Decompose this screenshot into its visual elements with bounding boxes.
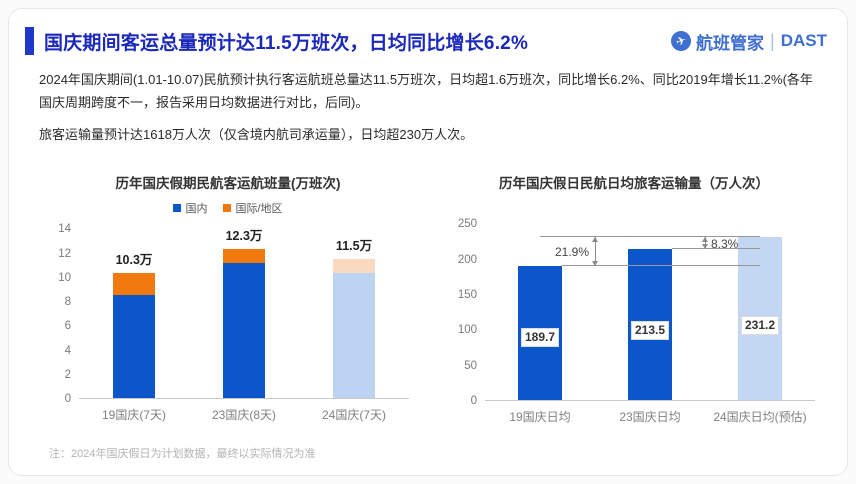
intro-paragraph-2: 旅客运输量预计达1618万人次（仅含境内航司承运量），日均超230万人次。	[39, 126, 474, 142]
bar-total-label: 11.5万	[335, 238, 373, 253]
arrow-down-icon	[592, 260, 598, 266]
y-axis-tick: 14	[58, 223, 71, 236]
bar: 12.3万	[223, 229, 265, 399]
chart-daily-passengers: 历年国庆假日民航日均旅客运输量（万人次） 0 50 100 150 200 250 189.…	[453, 172, 815, 425]
legend-item: 国际/地区	[223, 200, 283, 216]
slide-card: 国庆期间客运总量预计达11.5万班次，日均同比增长6.2% ✈ 航班管家 | D…	[8, 8, 848, 476]
x-axis-labels: 19国庆(7天) 23国庆(8天) 24国庆(7天)	[79, 406, 409, 423]
bar-value-label: 189.7	[520, 327, 560, 347]
y-axis-tick: 150	[457, 289, 477, 302]
bar-segment	[223, 263, 265, 399]
charts-section: 历年国庆假期民航客运航班量(万班次) 国内 国际/地区 0 2 4 6 8 10 12 14 10…	[25, 172, 831, 425]
brand-logo: ✈ 航班管家 | DAST	[668, 28, 827, 54]
y-axis-tick: 10	[58, 271, 71, 284]
arrow-up-icon	[702, 236, 708, 242]
page-title: 国庆期间客运总量预计达11.5万班次，日均同比增长6.2%	[44, 32, 529, 54]
x-axis-label: 23国庆(8天)	[211, 408, 276, 423]
plane-icon: ✈	[668, 28, 694, 54]
bar-slot: 10.3万	[79, 228, 189, 399]
legend-swatch-icon	[173, 204, 182, 213]
bar: 11.5万	[333, 239, 375, 399]
y-axis-tick: 50	[464, 359, 477, 372]
chart-title-left: 历年国庆假期民航客运航班量(万班次)	[115, 176, 341, 192]
bar-slot: 12.3万	[189, 228, 299, 399]
arrow-down-icon	[702, 244, 708, 250]
bar-segment	[333, 258, 375, 274]
legend-item: 国内	[173, 200, 207, 216]
annotation-label: 21.9%	[554, 245, 589, 260]
brand-suffix: DAST	[780, 31, 827, 50]
x-axis-labels: 19国庆日均 23国庆日均 24国庆日均(预估)	[485, 408, 815, 425]
bar-segment	[113, 295, 155, 399]
y-axis-tick: 8	[64, 296, 71, 309]
bar: 231.2	[738, 236, 782, 401]
bar: 10.3万	[113, 253, 155, 399]
y-axis-tick: 100	[457, 324, 477, 337]
chart-plot-right: 0 50 100 150 200 250 189.7 213.5 231.2 21.9% 8.3%	[453, 218, 815, 407]
annotation-top-line	[540, 235, 760, 237]
chart-spacer	[453, 192, 815, 223]
bar-slot: 189.7	[485, 223, 595, 401]
bar-total-label: 12.3万	[225, 228, 263, 243]
brand-name: 航班管家	[696, 33, 765, 53]
y-axis-tick: 0	[470, 395, 477, 408]
bar-total-label: 10.3万	[115, 253, 153, 268]
plot-area: 10.3万 12.3万 11.5万	[79, 228, 409, 400]
chart-legend: 国内 国际/地区	[47, 200, 409, 216]
x-axis-label: 24国庆日均(预估)	[713, 410, 807, 425]
y-axis-tick: 2	[64, 368, 71, 381]
bar-segment	[113, 273, 155, 296]
y-axis-tick: 0	[64, 393, 71, 406]
intro-section: 2024年国庆期间(1.01-10.07)民航预计执行客运航班总量达11.5万班…	[39, 69, 825, 146]
title-accent-bar	[25, 27, 34, 55]
footnote: 注：2024年国庆假日为计划数据，最终以实际情况为准	[49, 448, 316, 461]
bar-value-label: 231.2	[740, 315, 780, 335]
legend-label: 国内	[185, 203, 208, 216]
y-axis-tick: 4	[64, 344, 71, 357]
y-axis-tick: 250	[457, 218, 477, 231]
bar-segment	[333, 273, 375, 399]
brand-divider: |	[770, 30, 775, 51]
header: 国庆期间客运总量预计达11.5万班次，日均同比增长6.2% ✈ 航班管家 | D…	[25, 27, 827, 55]
bar-slot: 213.5	[595, 223, 705, 401]
y-axis: 0 2 4 6 8 10 12 14	[47, 223, 79, 405]
bar: 213.5	[628, 249, 672, 401]
bar-value-label: 213.5	[630, 320, 670, 340]
bar-segment	[223, 248, 265, 264]
plot-area: 189.7 213.5 231.2 21.9% 8.3%	[485, 223, 815, 402]
arrow-up-icon	[592, 236, 598, 242]
chart-plot-left: 0 2 4 6 8 10 12 14 10.3万 12.3万 11.5万	[47, 223, 409, 405]
x-axis-label: 23国庆日均	[619, 410, 681, 425]
annotation-base-line	[672, 248, 760, 250]
y-axis-tick: 200	[457, 253, 477, 266]
y-axis-tick: 6	[64, 320, 71, 333]
bar: 189.7	[518, 265, 562, 401]
x-axis-label: 19国庆(7天)	[101, 408, 166, 423]
chart-flight-volume: 历年国庆假期民航客运航班量(万班次) 国内 国际/地区 0 2 4 6 8 10 12 14 10…	[47, 172, 409, 425]
x-axis-label: 24国庆(7天)	[321, 408, 386, 423]
x-axis-label: 19国庆日均	[509, 410, 571, 425]
legend-swatch-icon	[223, 204, 232, 213]
legend-label: 国际/地区	[235, 203, 283, 216]
annotation-arrow	[595, 236, 596, 266]
intro-paragraph-1: 2024年国庆期间(1.01-10.07)民航预计执行客运航班总量达11.5万班…	[39, 72, 813, 110]
annotation-arrow	[705, 236, 706, 250]
footer: 注：2024年国庆假日为计划数据，最终以实际情况为准	[25, 445, 831, 461]
chart-title-right: 历年国庆假日民航日均旅客运输量（万人次）	[499, 176, 769, 192]
annotation-base-line	[562, 264, 760, 266]
bar-slot: 11.5万	[299, 228, 409, 399]
y-axis-tick: 12	[58, 247, 71, 260]
bar-slot: 231.2	[705, 223, 815, 401]
y-axis: 0 50 100 150 200 250	[453, 218, 485, 407]
annotation-label: 8.3%	[711, 236, 739, 251]
